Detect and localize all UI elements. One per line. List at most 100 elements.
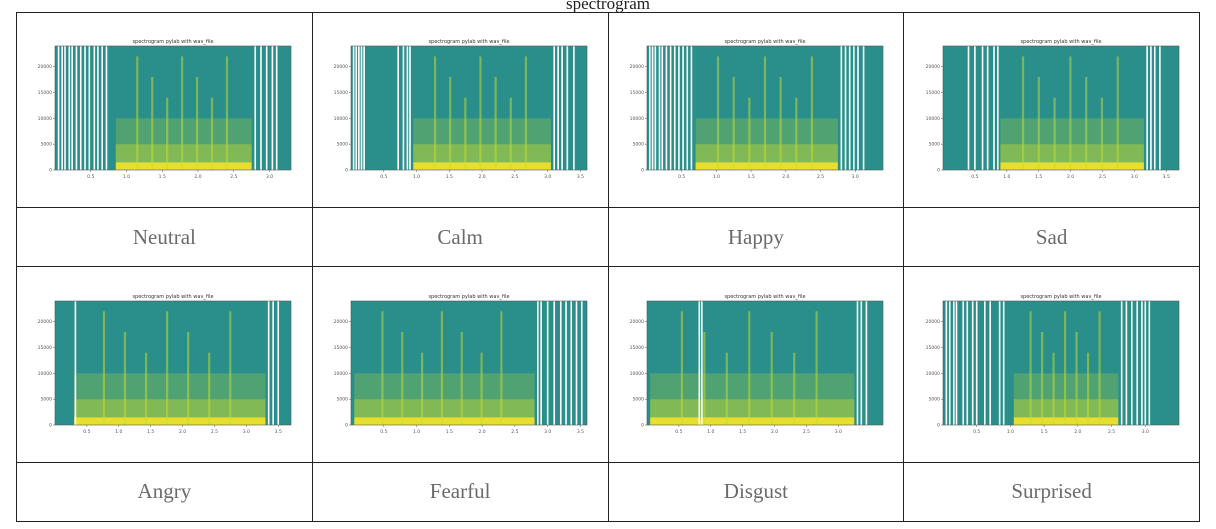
silence-line: [352, 46, 355, 171]
silence-line: [276, 46, 278, 171]
silence-line: [546, 300, 549, 425]
energy-band: [354, 416, 535, 425]
x-tick-label: 1.5: [446, 429, 453, 435]
energy-band: [74, 398, 266, 417]
x-tick-label: 1.5: [446, 174, 453, 180]
silence-line: [989, 300, 991, 425]
label-surprised: Surprised: [903, 461, 1200, 523]
x-tick-label: 2.0: [479, 174, 486, 180]
silence-line: [962, 300, 964, 425]
y-tick-label: 0: [50, 422, 53, 428]
silence-line: [856, 300, 859, 425]
formant-streak: [779, 77, 782, 171]
plot-frame: [942, 300, 1179, 425]
y-tick-label: 15000: [38, 345, 52, 351]
spectrogram-angry: spectrogram pylab with wav_file 0.5 1.0 1.5…: [38, 294, 292, 435]
silence-line: [254, 46, 257, 171]
formant-streak: [381, 310, 384, 425]
x-tick-label: 0.5: [971, 174, 978, 180]
silence-line: [363, 46, 366, 171]
silence-line: [540, 300, 543, 425]
y-tick-label: 20000: [38, 319, 52, 325]
energy-band: [695, 118, 838, 145]
silence-line: [1148, 300, 1150, 425]
x-tick-label: 3.0: [852, 174, 859, 180]
formant-streak: [145, 352, 148, 425]
y-tick-label: 10000: [334, 116, 348, 122]
energy-band: [413, 144, 552, 163]
formant-streak: [464, 97, 467, 171]
silence-line: [272, 300, 275, 425]
label-row-1: Neutral Calm Happy Sad: [16, 207, 1200, 268]
silence-line: [700, 300, 703, 425]
energy-band: [74, 372, 266, 399]
x-tick-label: 1.0: [1003, 174, 1010, 180]
silence-line: [690, 46, 693, 171]
silence-line: [658, 46, 661, 171]
formant-streak: [1052, 352, 1055, 425]
formant-streak: [1116, 56, 1119, 171]
x-tick-label: 0.5: [380, 429, 387, 435]
spectrogram-grid: spectrogram pylab with wav_file 0.5 1.0 1.5…: [16, 11, 1200, 523]
silence-line: [1158, 46, 1161, 171]
y-tick-label: 10000: [38, 116, 52, 122]
x-tick-label: 1.5: [147, 429, 154, 435]
formant-streak: [440, 310, 444, 425]
y-tick-label: 5000: [41, 396, 53, 402]
formant-streak: [500, 310, 503, 425]
silence-line: [673, 46, 676, 171]
silence-line: [996, 46, 999, 171]
formant-streak: [196, 77, 199, 171]
energy-band: [1000, 118, 1144, 145]
x-tick-label: 1.0: [116, 429, 123, 435]
cell-surprised-image: spectrogram pylab with wav_file 0.5 1.0 1.5…: [903, 266, 1200, 463]
x-tick-label: 1.0: [713, 174, 720, 180]
energy-band: [354, 398, 535, 417]
spectrogram-neutral: spectrogram pylab with wav_file 0.5 1.0 1.5…: [38, 39, 292, 180]
formant-streak: [763, 56, 766, 171]
x-tick-label: 0.5: [675, 429, 682, 435]
plot-title: spectrogram pylab with wav_file: [724, 39, 805, 45]
x-tick-label: 3.5: [577, 174, 584, 180]
x-tick-label: 0.5: [88, 174, 95, 180]
formant-streak: [1021, 56, 1024, 171]
formant-streak: [1063, 310, 1066, 425]
cell-disgust-image: spectrogram pylab with wav_file 0.5 1.0 1.5…: [607, 266, 905, 463]
energy-band: [1000, 162, 1144, 171]
formant-streak: [703, 331, 706, 425]
silence-line: [277, 300, 280, 425]
x-tick-label: 2.0: [1067, 174, 1074, 180]
energy-band: [1000, 144, 1144, 163]
energy-band: [413, 118, 552, 145]
silence-line: [967, 46, 969, 171]
formant-streak: [795, 97, 798, 171]
y-tick-label: 5000: [337, 396, 349, 402]
plot-title: spectrogram pylab with wav_file: [1020, 39, 1101, 45]
silence-line: [848, 46, 851, 171]
y-tick-label: 5000: [632, 396, 644, 402]
silence-line: [981, 46, 983, 171]
silence-line: [1153, 46, 1156, 171]
energy-band: [413, 162, 552, 171]
silence-line: [409, 46, 411, 171]
silence-line: [998, 300, 1001, 425]
formant-streak: [434, 56, 437, 171]
silence-line: [1145, 46, 1148, 171]
silence-line: [1136, 300, 1138, 425]
x-tick-label: 0.5: [678, 174, 685, 180]
energy-band: [354, 372, 535, 399]
y-tick-label: 15000: [38, 90, 52, 96]
formant-streak: [166, 310, 169, 425]
silence-line: [682, 46, 684, 171]
x-tick-label: 2.0: [771, 429, 778, 435]
energy-band: [74, 416, 266, 425]
y-tick-label: 15000: [925, 90, 939, 96]
cell-sad-image: spectrogram pylab with wav_file 0.5 1.0 1.5…: [903, 11, 1200, 209]
energy-band: [650, 416, 855, 425]
silence-line: [573, 46, 575, 171]
silence-line: [402, 46, 405, 171]
silence-line: [648, 46, 651, 171]
formant-streak: [1029, 310, 1032, 425]
silence-line: [537, 300, 539, 425]
formant-streak: [460, 331, 463, 425]
